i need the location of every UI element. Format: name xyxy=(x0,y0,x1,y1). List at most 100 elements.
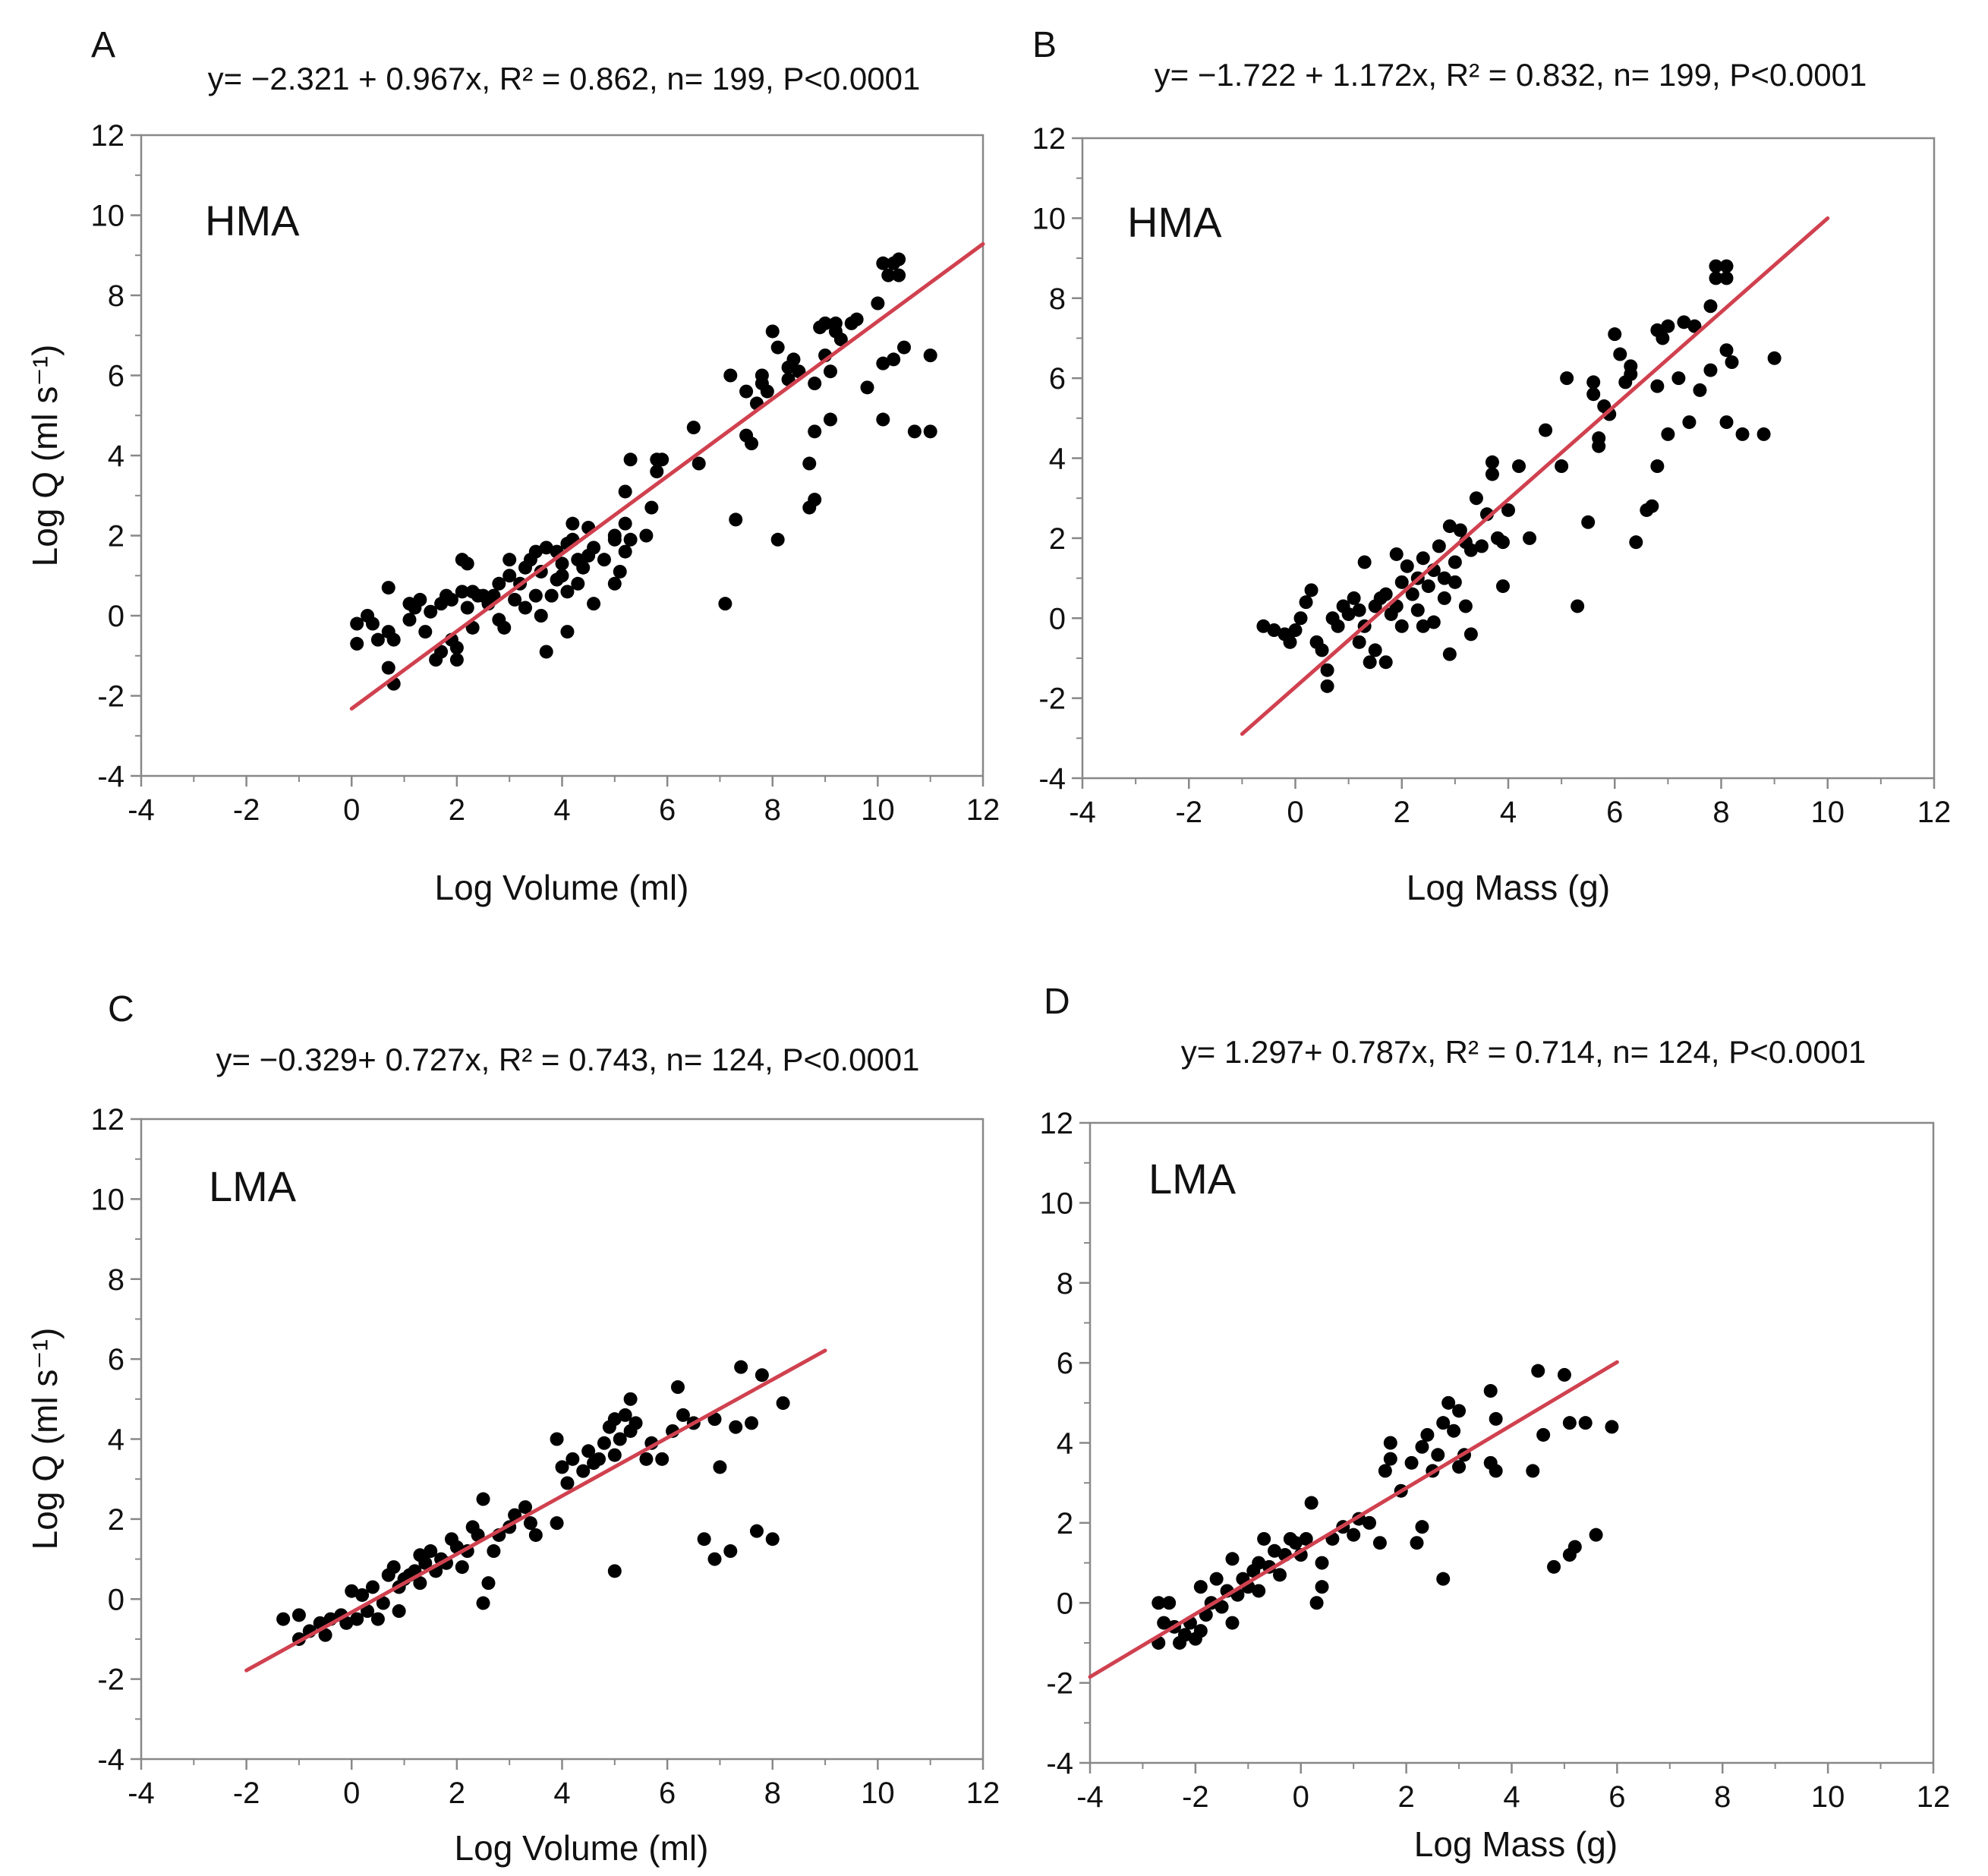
data-point-d xyxy=(1383,1452,1397,1466)
data-point-c xyxy=(734,1360,748,1374)
data-point-a xyxy=(897,340,912,355)
data-point-b xyxy=(1571,599,1585,613)
x-tick-label-d: 0 xyxy=(1293,1780,1309,1814)
y-tick-label-b: 2 xyxy=(1049,522,1066,556)
data-points-d xyxy=(1152,1364,1619,1650)
data-point-a xyxy=(876,356,890,370)
data-point-a xyxy=(639,528,654,543)
data-point-a xyxy=(528,544,543,559)
data-point-c xyxy=(550,1516,564,1531)
data-point-a xyxy=(644,500,659,515)
data-point-a xyxy=(460,556,474,571)
data-point-d xyxy=(1420,1427,1435,1442)
data-point-d xyxy=(1578,1416,1593,1430)
data-point-d xyxy=(1299,1531,1313,1546)
data-point-b xyxy=(1725,355,1739,370)
y-tick-label-b: 0 xyxy=(1049,602,1066,635)
data-point-b xyxy=(1469,491,1483,506)
y-tick-label-d: -2 xyxy=(1046,1667,1073,1701)
data-point-b xyxy=(1523,531,1537,545)
plot-frame-b xyxy=(1081,137,1936,780)
data-point-a xyxy=(755,368,769,383)
y-tick-label-d: 0 xyxy=(1057,1587,1073,1620)
data-point-b xyxy=(1331,619,1345,633)
data-point-c xyxy=(765,1532,780,1547)
data-point-b xyxy=(1421,579,1435,594)
data-point-b xyxy=(1416,551,1430,566)
data-point-d xyxy=(1315,1556,1329,1570)
data-point-a xyxy=(881,268,896,282)
data-point-c xyxy=(607,1564,622,1578)
inset-label-b: HMA xyxy=(1127,198,1222,246)
data-point-b xyxy=(1719,343,1734,358)
data-point-b xyxy=(1394,575,1409,589)
data-point-b xyxy=(1495,579,1510,594)
data-point-d xyxy=(1157,1616,1171,1630)
data-point-b xyxy=(1437,591,1451,605)
data-point-a xyxy=(770,532,785,547)
data-point-a xyxy=(623,452,638,467)
data-point-c xyxy=(555,1460,569,1474)
data-point-a xyxy=(823,412,837,427)
x-tick-label-b: -2 xyxy=(1175,796,1202,829)
data-point-a xyxy=(871,296,885,311)
data-point-a xyxy=(833,333,848,347)
data-point-b xyxy=(1347,591,1361,605)
x-tick-label-d: 6 xyxy=(1608,1780,1625,1814)
data-point-b xyxy=(1288,623,1303,638)
data-point-a xyxy=(907,424,922,439)
data-point-d xyxy=(1526,1464,1540,1478)
data-point-d xyxy=(1536,1427,1551,1442)
data-point-d xyxy=(1452,1404,1467,1418)
data-point-a xyxy=(613,564,627,579)
data-point-c xyxy=(455,1560,469,1575)
y-tick-label-d: 4 xyxy=(1057,1427,1073,1461)
data-point-b xyxy=(1256,619,1271,633)
data-point-c xyxy=(392,1604,406,1619)
panel-letter-a: A xyxy=(91,25,115,65)
data-point-a xyxy=(544,588,559,603)
y-tick-label-b: 12 xyxy=(1032,122,1066,156)
data-point-b xyxy=(1671,371,1686,386)
data-point-b xyxy=(1341,607,1356,621)
data-point-c xyxy=(291,1608,306,1622)
data-point-d xyxy=(1272,1568,1287,1582)
data-point-a xyxy=(434,645,449,659)
x-tick-label-c: 0 xyxy=(343,1777,360,1810)
data-point-b xyxy=(1592,439,1606,453)
data-point-b xyxy=(1448,555,1462,569)
x-tick-label-d: 12 xyxy=(1917,1780,1951,1814)
data-point-c xyxy=(481,1576,496,1591)
data-point-a xyxy=(892,252,906,266)
data-point-a xyxy=(650,465,664,479)
data-point-a xyxy=(503,569,517,583)
data-point-a xyxy=(823,364,837,379)
y-tick-label-b: 10 xyxy=(1032,202,1066,235)
data-point-a xyxy=(413,592,427,607)
data-point-a xyxy=(487,588,501,603)
y-tick-label-a: -4 xyxy=(97,760,124,793)
data-point-a xyxy=(607,528,622,543)
data-point-a xyxy=(686,421,701,435)
data-point-c xyxy=(623,1392,638,1406)
data-point-d xyxy=(1447,1424,1461,1438)
regression-equation-c: y= −0.329+ 0.727x, R² = 0.743, n= 124, P… xyxy=(216,1042,919,1077)
data-point-a xyxy=(923,348,937,363)
data-point-b xyxy=(1661,319,1675,333)
data-point-a xyxy=(528,588,543,603)
x-tick-label-b: 6 xyxy=(1606,796,1623,829)
data-point-b xyxy=(1400,559,1414,573)
data-point-b xyxy=(1448,575,1462,589)
x-tick-label-a: 8 xyxy=(764,793,781,827)
fit-line-a xyxy=(349,241,985,711)
data-point-c xyxy=(528,1528,543,1542)
data-point-a xyxy=(818,316,833,330)
data-point-a xyxy=(455,585,469,599)
axis-ticks-a: -4 -2 0 2 4 6 8 10 12 -4 -2 0 2 4 6 8 10 12 xyxy=(91,119,1000,827)
data-point-b xyxy=(1267,623,1281,638)
data-points-b xyxy=(1256,259,1782,693)
data-point-b xyxy=(1394,619,1409,633)
data-point-a xyxy=(718,597,733,611)
data-point-d xyxy=(1557,1367,1571,1382)
y-tick-label-b: -2 xyxy=(1038,683,1066,716)
